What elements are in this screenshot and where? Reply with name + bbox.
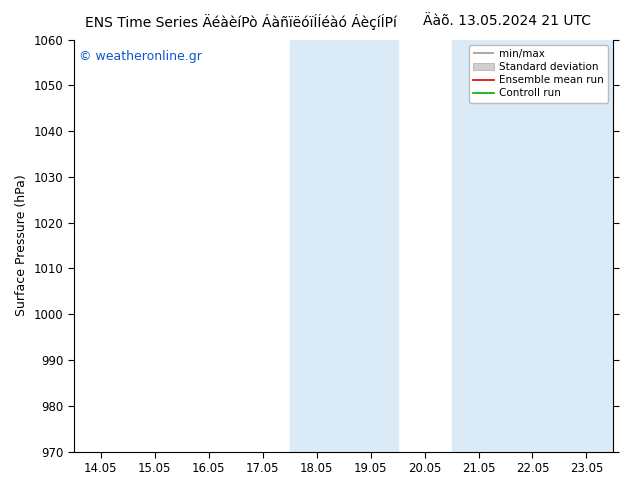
Text: Äàõ. 13.05.2024 21 UTC: Äàõ. 13.05.2024 21 UTC: [424, 14, 591, 28]
Bar: [290, 40, 398, 452]
Text: © weatheronline.gr: © weatheronline.gr: [79, 50, 202, 63]
Bar: [451, 40, 630, 452]
Text: ENS Time Series ÄéàèíPò ÁàñïëóïÍÍéàó ÁèçíÍPí: ENS Time Series ÄéàèíPò ÁàñïëóïÍÍéàó Áèç…: [85, 14, 397, 30]
Legend: min/max, Standard deviation, Ensemble mean run, Controll run: min/max, Standard deviation, Ensemble me…: [469, 45, 608, 102]
Y-axis label: Surface Pressure (hPa): Surface Pressure (hPa): [15, 175, 28, 317]
